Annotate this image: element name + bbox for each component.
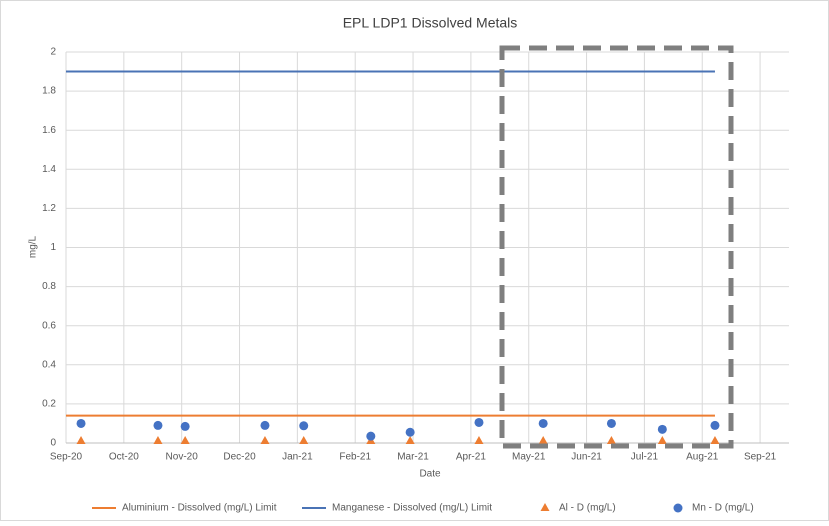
circle-marker [153,420,163,430]
x-tick-label: Dec-20 [223,452,256,463]
chart-title: EPL LDP1 Dissolved Metals [343,15,518,31]
x-tick-label: Sep-21 [744,452,777,463]
triangle-marker [606,436,616,445]
x-tick-label: Jul-21 [631,452,659,463]
legend-label: Aluminium - Dissolved (mg/L) Limit [122,503,277,514]
highlight-box [499,45,734,449]
triangle-marker [474,436,484,445]
circle-marker [606,418,616,428]
legend-label: Mn - D (mg/L) [692,503,754,514]
circle-marker [710,420,720,430]
x-tick-label: Sep-20 [50,452,83,463]
triangle-marker [76,436,86,445]
circle-marker [366,431,376,441]
circle-marker [299,421,309,431]
x-tick-label: Nov-20 [166,452,199,463]
y-tick-label: 0.8 [42,281,56,292]
x-tick-label: Oct-20 [109,452,139,463]
y-tick-label: 0.4 [42,359,56,370]
legend-label: Manganese - Dissolved (mg/L) Limit [332,503,492,514]
y-tick-label: 0 [50,438,56,449]
plot-area: 0 0.2 0.4 0.6 0.8 1 1.2 1.4 1.6 1.8 2 Sep-20 Oct-20 N… [42,47,789,463]
y-axis-label: mg/L [28,235,39,258]
circle-marker [405,427,415,437]
triangle-marker [540,503,550,511]
triangle-marker [153,436,163,445]
triangle-marker [405,436,415,445]
circle-marker [180,421,190,431]
circle-marker [538,418,548,428]
triangle-marker [260,436,270,445]
y-tick-label: 0.6 [42,320,56,331]
x-axis-label: Date [419,469,441,480]
x-tick-label: Apr-21 [456,452,486,463]
x-tick-label: Jun-21 [571,452,602,463]
x-tick-label: May-21 [512,452,546,463]
x-tick-label: Feb-21 [339,452,371,463]
y-tick-label: 1.8 [42,86,56,97]
circle-marker [76,418,86,428]
circle-marker [657,424,667,434]
x-tick-label: Jan-21 [282,452,313,463]
y-tick-label: 2 [50,47,56,58]
triangle-marker [657,436,667,445]
x-tick-label: Aug-21 [686,452,719,463]
triangle-marker [710,436,720,445]
circle-marker [673,503,683,513]
y-tick-label: 0.2 [42,399,56,410]
legend-label: Al - D (mg/L) [559,503,616,514]
y-tick-label: 1.2 [42,203,56,214]
triangle-marker [538,436,548,445]
y-tick-label: 1 [50,242,56,253]
circle-marker [474,417,484,427]
y-tick-label: 1.4 [42,164,56,175]
triangle-marker [180,436,190,445]
y-tick-label: 1.6 [42,125,56,136]
x-tick-label: Mar-21 [397,452,429,463]
triangle-marker [299,436,309,445]
circle-marker [260,420,270,430]
legend: Aluminium - Dissolved (mg/L) Limit Mangan… [92,503,754,514]
